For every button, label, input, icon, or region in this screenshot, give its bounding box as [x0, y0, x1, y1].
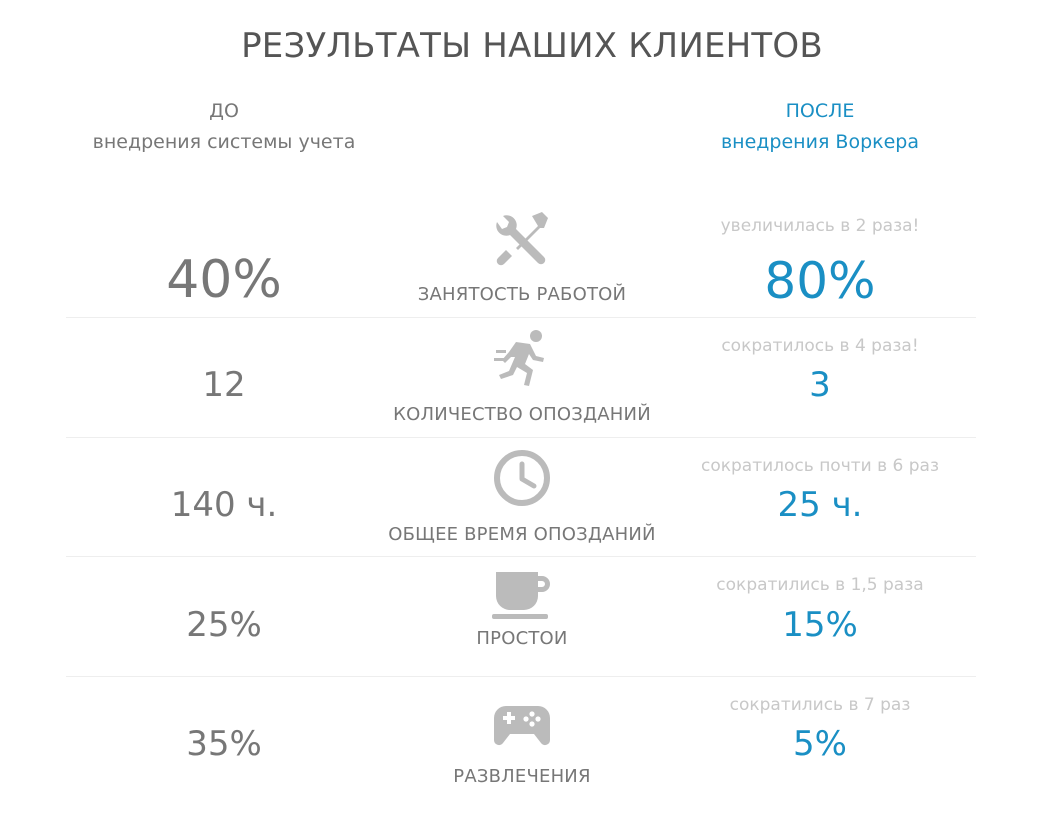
row-divider: [66, 437, 976, 438]
before-header-title: ДО: [209, 100, 239, 122]
row-divider: [66, 556, 976, 557]
running-man-icon: [492, 328, 552, 388]
value-after: 5%: [793, 724, 847, 764]
change-note: сократилось почти в 6 раз: [700, 456, 940, 476]
row-divider: [66, 676, 976, 677]
before-header: ДО внедрения системы учета: [48, 96, 400, 158]
after-header: ПОСЛЕ внедрения Воркера: [644, 96, 996, 158]
metric-label: РАЗВЛЕЧЕНИЯ: [453, 766, 591, 787]
value-before: 35%: [186, 724, 262, 764]
change-note: сократились в 7 раз: [729, 695, 911, 715]
tools-icon: [492, 210, 552, 270]
value-before: 12: [202, 365, 246, 405]
value-after: 15%: [782, 605, 858, 645]
metric-label: ЗАНЯТОСТЬ РАБОТОЙ: [417, 284, 627, 305]
after-header-subtitle: внедрения Воркера: [720, 131, 920, 153]
before-header-subtitle: внедрения системы учета: [92, 131, 356, 153]
after-header-title: ПОСЛЕ: [785, 100, 855, 122]
coffee-cup-icon: [492, 566, 552, 626]
value-after: 80%: [764, 252, 876, 310]
value-before: 140 ч.: [170, 485, 278, 525]
change-note: сократилось в 4 раза!: [721, 336, 919, 356]
row-divider: [66, 317, 976, 318]
metric-label: ОБЩЕЕ ВРЕМЯ ОПОЗДАНИЙ: [388, 524, 656, 545]
page-title: РЕЗУЛЬТАТЫ НАШИХ КЛИЕНТОВ: [241, 26, 823, 66]
value-after: 3: [809, 365, 831, 405]
metric-label: ПРОСТОИ: [476, 628, 568, 649]
clock-icon: [492, 448, 552, 508]
metric-label: КОЛИЧЕСТВО ОПОЗДАНИЙ: [393, 404, 651, 425]
value-after: 25 ч.: [777, 485, 863, 525]
change-note: сократились в 1,5 раза: [716, 575, 924, 595]
change-note: увеличилась в 2 раза!: [720, 216, 920, 236]
value-before: 40%: [166, 250, 282, 310]
value-before: 25%: [186, 605, 262, 645]
gamepad-icon: [492, 696, 552, 756]
